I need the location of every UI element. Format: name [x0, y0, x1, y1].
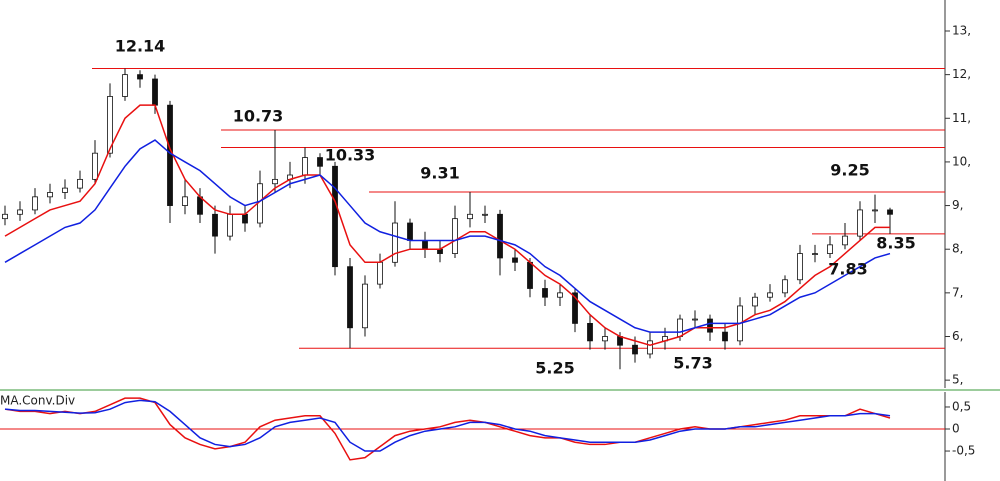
candle-body [887, 209, 893, 215]
y-tick-label: 9, [952, 198, 963, 212]
candle-body [212, 213, 218, 237]
candle-body [377, 261, 383, 285]
candle-body [572, 292, 578, 324]
candle-body [182, 196, 188, 206]
candle-body [137, 74, 143, 80]
candle-body [47, 192, 53, 198]
candle-body [512, 257, 518, 263]
candle-body [632, 344, 638, 355]
y-tick-label: 6, [952, 329, 963, 343]
candle-body [452, 218, 458, 254]
macd-line [4, 399, 891, 452]
candle-body [32, 196, 38, 211]
candle-body [167, 104, 173, 206]
candle-body [527, 261, 533, 289]
candle-body [812, 253, 818, 255]
candle-body [617, 336, 623, 346]
candle-body [497, 213, 503, 259]
candle-body [482, 213, 488, 216]
candle-body [302, 157, 308, 176]
price-annotation: 5.73 [673, 354, 712, 373]
y-tick-label: 8, [952, 242, 963, 256]
candle-body [317, 157, 323, 167]
price-annotation: 12.14 [115, 37, 166, 56]
candle-body [752, 296, 758, 307]
y-tick-label: -0,5 [952, 444, 975, 458]
candle-body [707, 318, 713, 333]
candle-body [242, 213, 248, 224]
candle-body [557, 292, 563, 298]
candle-body [347, 266, 353, 329]
candle-body [842, 235, 848, 246]
price-annotation: 10.73 [233, 107, 284, 126]
candle-body [272, 178, 278, 185]
candle-body [602, 336, 608, 342]
price-annotation: 10.33 [325, 146, 376, 165]
candle-body [647, 340, 653, 355]
candle-body [467, 213, 473, 220]
indicator-title: MA.Conv.Div [0, 394, 75, 408]
candle-body [392, 222, 398, 263]
candle-body [197, 196, 203, 215]
y-tick-label: 0 [952, 422, 960, 436]
candle-body [797, 253, 803, 281]
candle-body [62, 187, 68, 193]
candle-body [692, 318, 698, 321]
candle-body [767, 292, 773, 298]
candle-body [872, 209, 878, 212]
candle-body [17, 209, 23, 215]
y-tick-label: 11, [952, 111, 971, 125]
price-annotation: 7.83 [828, 260, 867, 279]
y-tick-label: 5, [952, 373, 963, 387]
y-tick-label: 10, [952, 154, 971, 168]
y-tick-label: 7, [952, 285, 963, 299]
candle-body [362, 283, 368, 329]
candle-body [677, 318, 683, 337]
price-annotation: 5.25 [535, 359, 574, 378]
candle-body [857, 209, 863, 237]
candle-body [2, 213, 8, 220]
candle-body [92, 152, 98, 180]
candle-body [722, 331, 728, 342]
candle-body [827, 244, 833, 254]
candle-body [542, 288, 548, 298]
candle-body [227, 213, 233, 237]
candle-body [422, 240, 428, 250]
price-annotation: 9.31 [420, 164, 459, 183]
price-annotation: 9.25 [830, 161, 869, 180]
candle-body [152, 78, 158, 106]
moving-average-line [4, 139, 891, 333]
candle-body [107, 96, 113, 154]
y-tick-label: 13, [952, 23, 971, 37]
candle-body [332, 165, 338, 268]
y-tick-label: 12, [952, 67, 971, 81]
candle-body [407, 222, 413, 241]
price-annotation: 8.35 [876, 234, 915, 253]
candle-body [77, 178, 83, 189]
candle-body [587, 323, 593, 342]
y-tick-label: 0,5 [952, 399, 971, 413]
candle-body [122, 74, 128, 97]
candle-body [782, 279, 788, 294]
